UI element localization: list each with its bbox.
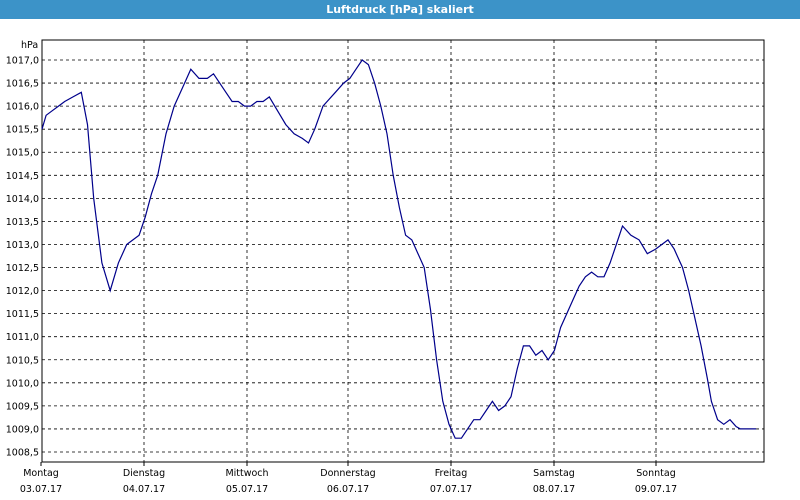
grid-lines xyxy=(42,40,764,462)
chart-title: Luftdruck [hPa] skaliert xyxy=(0,0,800,19)
y-tick-label: 1010,0 xyxy=(6,378,39,389)
y-tick-label: 1014,5 xyxy=(6,171,39,182)
x-tick-label-date: 09.07.17 xyxy=(635,484,677,495)
y-tick-label: 1011,0 xyxy=(6,332,39,343)
x-tick-label-date: 06.07.17 xyxy=(327,484,369,495)
y-tick-label: 1009,5 xyxy=(6,401,39,412)
x-tick-label-day: Freitag xyxy=(435,468,468,479)
y-tick-label: 1013,5 xyxy=(6,217,39,228)
y-tick-label: 1016,0 xyxy=(6,102,39,113)
y-tick-label: 1017,0 xyxy=(6,56,39,67)
y-tick-label: 1010,5 xyxy=(6,355,39,366)
x-tick-label-day: Mittwoch xyxy=(225,468,268,479)
x-tick-label-date: 04.07.17 xyxy=(123,484,165,495)
x-tick-label-date: 05.07.17 xyxy=(226,484,268,495)
x-tick-label-day: Samstag xyxy=(533,468,575,479)
x-tick-label-day: Sonntag xyxy=(636,468,675,479)
y-axis-ticks: 1017,0 1016,5 1016,0 1015,5 1015,0 1014,5 1014… xyxy=(6,56,39,459)
y-tick-label: 1011,5 xyxy=(6,309,39,320)
series-line-luftdruck xyxy=(41,59,756,439)
y-tick-label: 1009,0 xyxy=(6,424,39,435)
y-tick-label: 1012,5 xyxy=(6,263,39,274)
y-tick-label: 1008,5 xyxy=(6,448,39,459)
y-tick-label: 1015,5 xyxy=(6,125,39,136)
y-tick-label: 1012,0 xyxy=(6,286,39,297)
x-axis-ticks: Montag 03.07.17 Dienstag 04.07.17 Mittwoch 05… xyxy=(20,462,677,495)
y-tick-label: 1013,0 xyxy=(6,240,39,251)
x-tick-label-date: 03.07.17 xyxy=(20,484,62,495)
y-tick-label: 1014,0 xyxy=(6,194,39,205)
x-tick-label-day: Montag xyxy=(23,468,59,479)
x-tick-label-date: 08.07.17 xyxy=(533,484,575,495)
plot-area-frame xyxy=(41,39,765,463)
y-tick-label: 1015,0 xyxy=(6,148,39,159)
x-tick-label-date: 07.07.17 xyxy=(430,484,472,495)
y-axis-label: hPa xyxy=(21,40,38,51)
y-tick-label: 1016,5 xyxy=(6,79,39,90)
x-tick-label-day: Dienstag xyxy=(123,468,165,479)
x-tick-label-day: Donnerstag xyxy=(320,468,375,479)
